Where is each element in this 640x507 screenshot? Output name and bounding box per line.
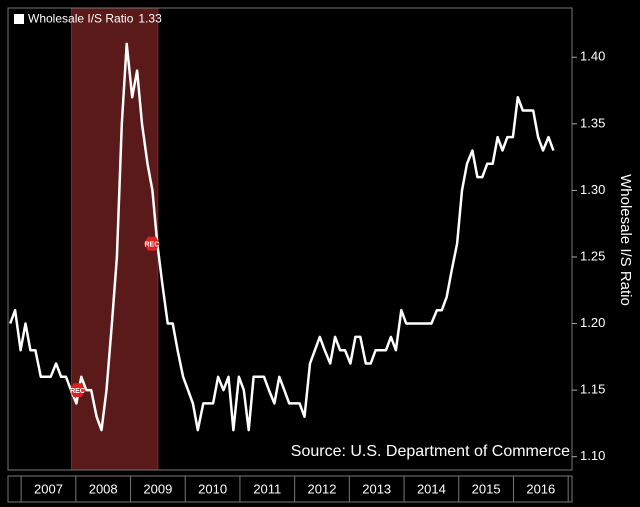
y-tick-label: 1.15: [580, 382, 605, 397]
x-tick-label: 2011: [253, 481, 281, 496]
x-tick-label: 2007: [34, 481, 63, 496]
x-tick-label: 2009: [143, 481, 172, 496]
x-tick-label: 2015: [472, 481, 501, 496]
y-tick-label: 1.35: [580, 115, 605, 130]
source-annotation: Source: U.S. Department of Commerce: [291, 443, 570, 460]
recession-marker-label: REC: [144, 242, 159, 249]
x-tick-label: 2012: [308, 481, 337, 496]
legend-label: Wholesale I/S Ratio 1.33: [28, 12, 162, 26]
x-axis-band: [7, 475, 573, 503]
x-tick-label: 2014: [417, 481, 446, 496]
recession-marker: REC: [143, 236, 160, 251]
y-axis-label: Wholesale I/S Ratio: [617, 174, 634, 306]
recession-band: [70, 7, 159, 471]
legend-name: Wholesale I/S Ratio: [28, 12, 134, 26]
legend: Wholesale I/S Ratio 1.33: [14, 12, 162, 26]
x-tick-label: 2013: [362, 481, 391, 496]
x-tick-label: 2010: [198, 481, 227, 496]
recession-marker-label: REC: [70, 388, 85, 395]
x-tick-label: 2016: [526, 481, 555, 496]
y-tick-label: 1.40: [580, 49, 605, 64]
legend-value: 1.33: [138, 12, 162, 26]
y-tick-label: 1.25: [580, 248, 605, 263]
recession-marker-shape: [69, 383, 86, 397]
recession-marker: REC: [69, 383, 86, 397]
recession-marker-shape: [143, 236, 160, 251]
legend-swatch: [14, 14, 24, 24]
plot-frame: [7, 7, 573, 471]
y-tick-label: 1.30: [580, 182, 605, 197]
y-tick-label: 1.20: [580, 315, 605, 330]
series-line: [9, 42, 555, 432]
x-tick-label: 2008: [89, 481, 118, 496]
y-tick-label: 1.10: [580, 448, 605, 463]
